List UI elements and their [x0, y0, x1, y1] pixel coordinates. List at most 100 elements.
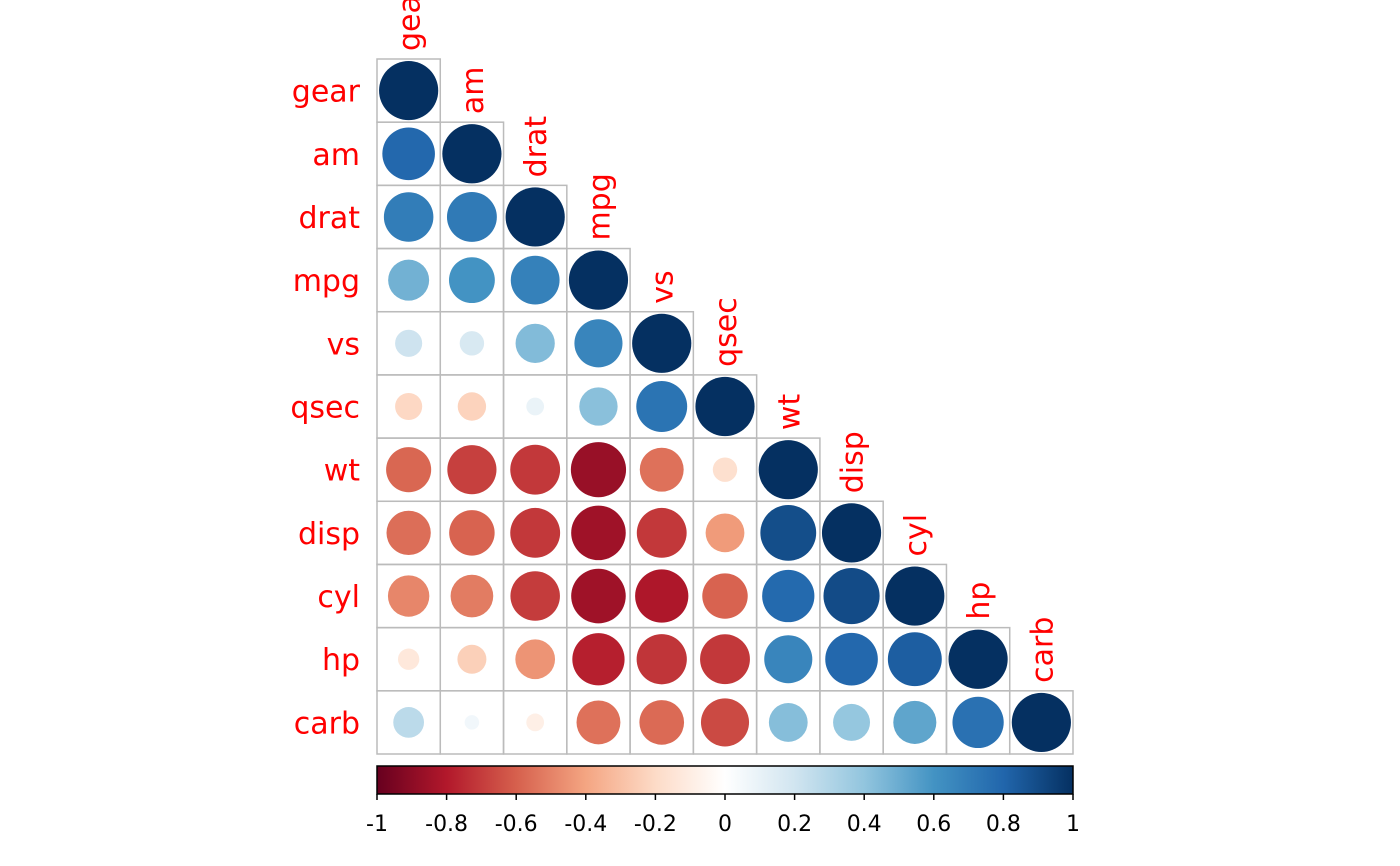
- corr-circle: [636, 507, 687, 558]
- corr-circle: [464, 715, 480, 730]
- corr-circle: [387, 575, 430, 617]
- colorbar-tick-label: -0.4: [564, 812, 607, 837]
- corr-circle: [764, 635, 813, 684]
- corr-circle: [448, 257, 495, 304]
- corr-circle: [459, 331, 485, 356]
- row-label: qsec: [290, 391, 360, 426]
- corr-circle: [635, 569, 689, 623]
- column-label: vs: [646, 270, 681, 303]
- corr-circle: [383, 192, 434, 242]
- corr-circle: [1011, 692, 1071, 753]
- corr-circle: [570, 442, 627, 498]
- colorbar-tick-label: 1: [1066, 812, 1080, 837]
- corr-circle: [712, 457, 738, 482]
- corr-circle: [636, 381, 688, 432]
- row-label: cyl: [317, 580, 360, 615]
- column-label: disp: [836, 431, 871, 493]
- column-label: am: [456, 67, 491, 115]
- corr-circle: [395, 392, 423, 421]
- colorbar-tick-label: 0.6: [916, 812, 951, 837]
- corr-circle: [510, 571, 560, 621]
- corr-circle: [705, 513, 745, 553]
- column-label: carb: [1025, 617, 1060, 683]
- column-label: hp: [962, 582, 997, 620]
- corr-circle: [386, 510, 431, 556]
- corr-circle: [700, 698, 750, 747]
- corr-circle: [568, 250, 629, 310]
- corr-circle: [446, 192, 497, 242]
- row-label: gear: [292, 75, 361, 110]
- corr-circle: [386, 447, 432, 493]
- corr-circle: [442, 124, 502, 184]
- row-label: mpg: [293, 264, 360, 299]
- corr-circle: [457, 644, 487, 674]
- column-label: drat: [519, 116, 554, 178]
- colorbar-tick-label: -1: [366, 812, 388, 837]
- corr-circle: [382, 127, 435, 181]
- column-label: gear: [393, 0, 428, 51]
- corr-circle: [515, 323, 555, 363]
- corr-circle: [510, 507, 561, 558]
- corr-circle: [515, 639, 556, 680]
- corr-circle: [379, 61, 439, 121]
- corr-circle: [510, 444, 561, 495]
- corr-circle: [571, 505, 626, 561]
- corr-circle: [893, 700, 937, 744]
- corr-circle: [639, 447, 684, 492]
- corr-circle: [760, 504, 817, 561]
- row-label: drat: [298, 201, 360, 236]
- corr-circle: [510, 255, 560, 305]
- colorbar: [376, 765, 1074, 795]
- column-label: cyl: [899, 514, 934, 557]
- corr-circle: [948, 629, 1008, 689]
- corr-circle: [579, 387, 618, 426]
- row-label: vs: [327, 327, 360, 362]
- corr-circle: [574, 319, 623, 368]
- corr-circle: [952, 696, 1004, 749]
- row-label: am: [312, 138, 360, 173]
- corr-circle: [571, 568, 626, 624]
- column-label: mpg: [582, 173, 617, 240]
- corr-circle: [388, 259, 430, 301]
- corr-circle: [695, 376, 755, 437]
- corr-circle: [505, 187, 565, 247]
- corr-circle: [576, 700, 621, 745]
- corr-circle: [395, 329, 423, 357]
- cell: [1008, 690, 1074, 755]
- corr-circle: [526, 397, 545, 416]
- corr-circle: [823, 567, 880, 625]
- corr-circle: [636, 634, 687, 685]
- row-label: wt: [324, 454, 361, 489]
- corr-circle: [821, 503, 882, 563]
- colorbar-tick-label: 0: [718, 812, 732, 837]
- colorbar-tick-label: -0.6: [495, 812, 538, 837]
- corr-circle: [632, 313, 692, 373]
- corr-circle: [447, 445, 497, 495]
- colorbar-tick-label: -0.2: [634, 812, 677, 837]
- corr-circle: [526, 713, 545, 732]
- colorbar-tick-label: 0.2: [777, 812, 812, 837]
- corr-circle: [572, 633, 625, 686]
- corr-circle: [887, 632, 942, 687]
- corr-circle: [700, 634, 750, 685]
- corr-circle: [639, 700, 685, 745]
- row-label: hp: [322, 643, 360, 678]
- colorbar-tick-label: -0.8: [425, 812, 468, 837]
- corr-circle: [825, 632, 878, 686]
- corr-circle: [758, 440, 818, 500]
- colorbar-tick-label: 0.4: [847, 812, 882, 837]
- corr-circle: [457, 392, 487, 421]
- corr-circle: [702, 573, 748, 619]
- column-label: wt: [772, 394, 807, 431]
- corr-circle: [450, 574, 494, 618]
- corr-circle: [397, 648, 420, 670]
- corr-circle: [833, 703, 871, 741]
- corr-circle: [885, 566, 945, 626]
- corr-circle: [762, 569, 815, 623]
- column-label: qsec: [709, 297, 744, 367]
- row-label: carb: [294, 706, 360, 741]
- corr-circle: [768, 703, 808, 742]
- corr-circle: [393, 707, 425, 738]
- corr-circle: [449, 510, 495, 556]
